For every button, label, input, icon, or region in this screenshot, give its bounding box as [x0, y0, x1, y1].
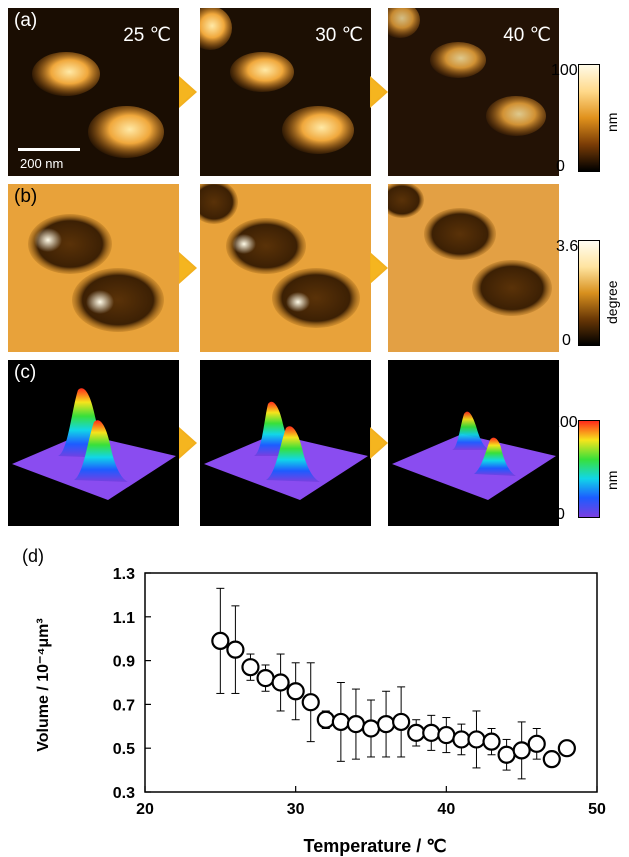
x-tick-label: 20 [136, 801, 154, 818]
3d-surface [12, 388, 176, 500]
data-point [271, 673, 290, 692]
data-point [211, 631, 230, 650]
arrow-icon [370, 76, 388, 108]
arrow-icon [179, 252, 197, 284]
temperature-label: 25 ℃ [123, 25, 171, 46]
3d-height-25c: (c) [8, 360, 179, 526]
height-image-30c: 30 ℃ [200, 8, 371, 176]
axes: 20 30 40 50 0.3 0.5 0.7 0.9 1.1 1.3 [113, 566, 606, 818]
phase-image-25c: (b) [8, 184, 179, 352]
temperature-label: 40 ℃ [503, 25, 551, 46]
data-point [437, 725, 456, 745]
colorbar-unit: nm [604, 470, 620, 490]
panel-b-label: (b) [14, 186, 38, 207]
x-tick-label: 40 [437, 801, 455, 818]
height-map [388, 8, 559, 176]
y-tick-label: 1.1 [113, 610, 135, 627]
phase-image-30c [200, 184, 371, 352]
height-map [200, 8, 371, 176]
y-tick-label: 0.5 [113, 741, 135, 758]
data-point [527, 734, 546, 753]
colorbar-min: 0 [556, 158, 565, 175]
phase-map [200, 184, 371, 352]
panel-a-label: (a) [14, 10, 38, 31]
plot-frame [144, 572, 598, 793]
y-tick-label: 0.9 [113, 654, 135, 671]
height-image-25c: (a) 25 ℃ 200 nm [8, 8, 179, 176]
x-tick-label: 30 [287, 801, 305, 818]
3d-surface [204, 401, 368, 500]
data-point [256, 669, 275, 688]
colorbar-min: 0 [556, 506, 565, 523]
colorbar-max: 3.6 [556, 238, 579, 255]
y-tick-label: 1.3 [113, 566, 135, 583]
data-series [211, 587, 576, 780]
data-point [286, 682, 305, 701]
data-point [557, 739, 576, 758]
3d-colorbar [578, 420, 600, 518]
scale-bar-label: 200 nm [20, 156, 64, 171]
y-tick-label: 0.3 [113, 785, 135, 802]
data-point [331, 712, 350, 732]
data-point [497, 745, 516, 764]
data-point [301, 693, 320, 712]
temperature-label: 30 ℃ [315, 25, 363, 46]
phase-colorbar [578, 240, 600, 346]
arrow-icon [370, 427, 388, 459]
data-point [392, 712, 411, 732]
height-colorbar [578, 64, 600, 172]
panel-c-label: (c) [14, 362, 37, 383]
data-point [452, 730, 471, 749]
data-point [241, 658, 260, 677]
y-axis-label: Volume / 10⁻⁴μm³ [35, 618, 52, 751]
data-point [482, 732, 501, 751]
data-point [346, 715, 366, 734]
data-point [422, 723, 441, 742]
3d-surface [392, 411, 556, 500]
data-point [512, 741, 531, 760]
volume-temperature-chart: (d) 20 30 40 50 0.3 0.5 0.7 0.9 1.1 1.3 Temperatu… [22, 546, 606, 856]
colorbar-unit: degree [604, 280, 620, 324]
3d-height-40c [388, 360, 559, 526]
data-point [542, 750, 561, 769]
panel-d-label: (d) [22, 546, 44, 566]
phase-map [8, 184, 179, 352]
data-point [316, 710, 335, 729]
data-point [376, 715, 396, 734]
phase-image-40c [388, 184, 559, 352]
arrow-icon [179, 427, 197, 459]
data-point [361, 719, 381, 738]
colorbar-min: 0 [562, 332, 571, 349]
arrow-icon [370, 252, 388, 284]
colorbar-unit: nm [604, 112, 620, 132]
x-tick-label: 50 [588, 801, 606, 818]
data-point [226, 640, 245, 659]
height-image-40c: 40 ℃ [388, 8, 559, 176]
colorbar-max: 100 [551, 414, 578, 431]
3d-height-30c [200, 360, 371, 526]
data-point [467, 730, 486, 749]
x-axis-label: Temperature / ℃ [304, 836, 447, 856]
data-point [407, 723, 426, 742]
phase-map [388, 184, 559, 352]
scale-bar [18, 148, 80, 151]
colorbar-max: 100 [551, 62, 578, 79]
arrow-icon [179, 76, 197, 108]
y-tick-label: 0.7 [113, 697, 135, 714]
